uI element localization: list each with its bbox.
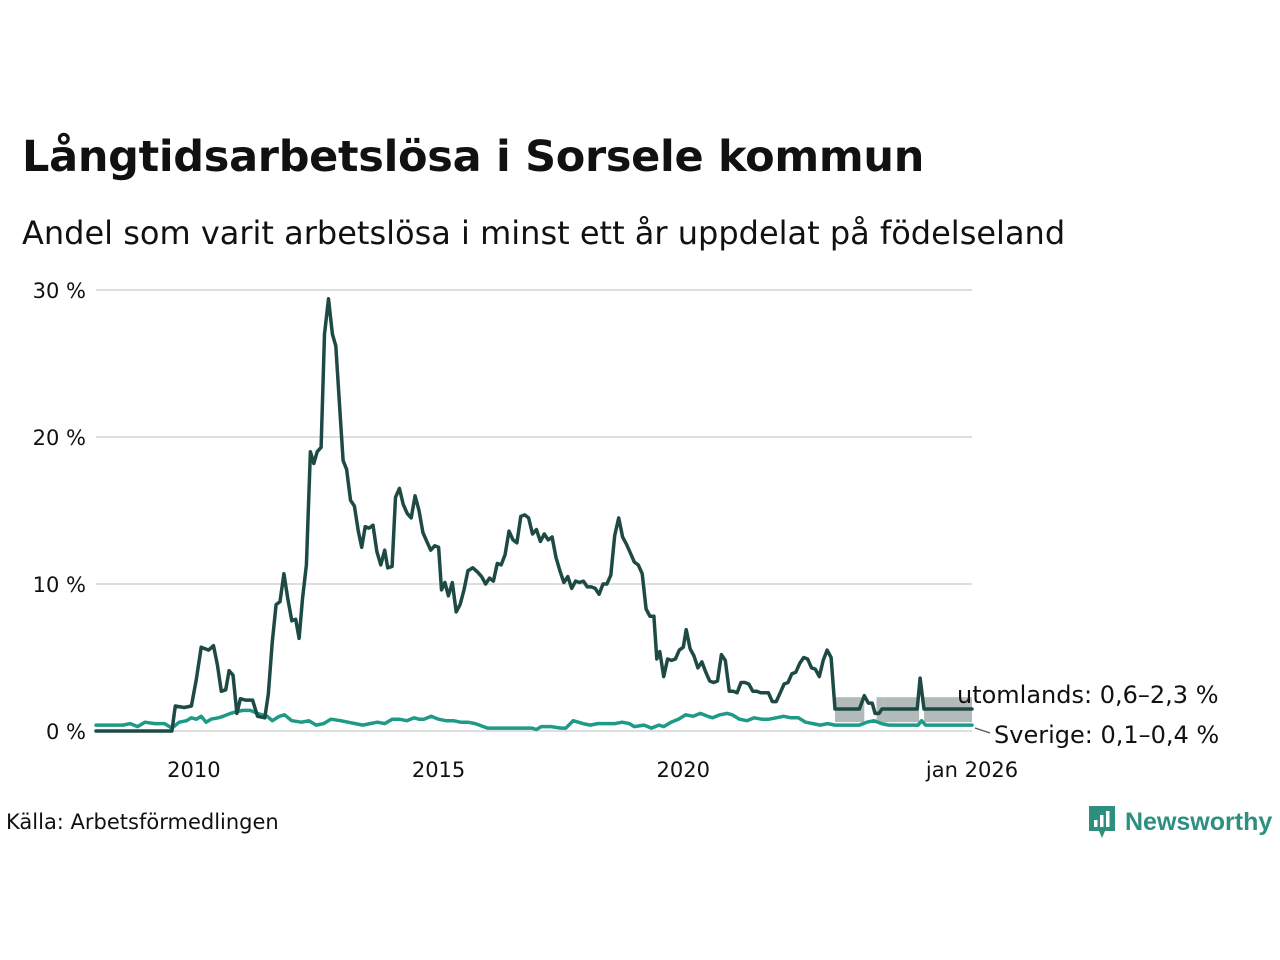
series-line-utomlands bbox=[94, 297, 974, 733]
brand-name: Newsworthy bbox=[1125, 807, 1273, 836]
series-label-sverige: Sverige: 0,1–0,4 % bbox=[994, 721, 1219, 749]
y-tick-label: 10 % bbox=[33, 573, 86, 597]
newsworthy-logo: Newsworthy bbox=[1087, 804, 1272, 840]
source-note: Källa: Arbetsförmedlingen bbox=[6, 810, 279, 834]
series-label-utomlands: utomlands: 0,6–2,3 % bbox=[957, 681, 1219, 709]
x-tick-label: 2020 bbox=[657, 758, 710, 782]
chart-title: Långtidsarbetslösa i Sorsele kommun bbox=[22, 132, 925, 182]
newsworthy-icon bbox=[1089, 806, 1115, 838]
series-label-leader bbox=[974, 727, 991, 734]
x-tick-label: jan 2026 bbox=[925, 758, 1018, 782]
x-tick-label: 2015 bbox=[412, 758, 465, 782]
series-line-sverige bbox=[94, 708, 974, 732]
y-tick-label: 20 % bbox=[33, 426, 86, 450]
y-tick-label: 30 % bbox=[33, 279, 86, 303]
x-tick-label: 2010 bbox=[167, 758, 220, 782]
y-tick-label: 0 % bbox=[46, 720, 86, 744]
chart-subtitle: Andel som varit arbetslösa i minst ett å… bbox=[22, 214, 1066, 252]
